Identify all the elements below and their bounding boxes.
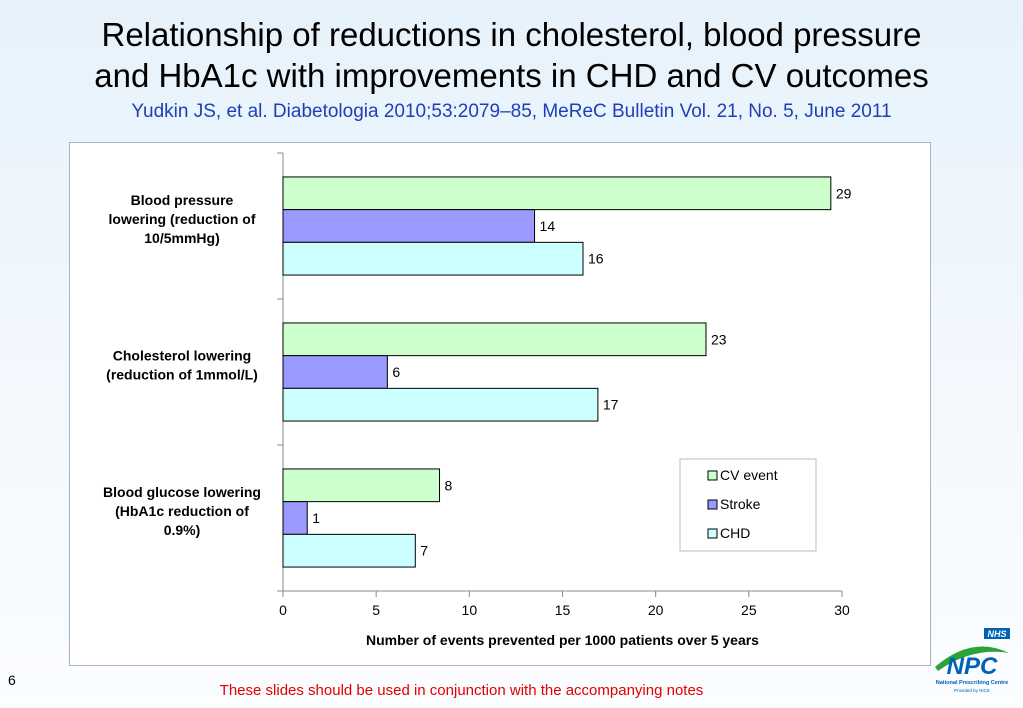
data-label-stroke: 14 [540,218,556,234]
bar-chd [282,387,599,422]
x-axis-title: Number of events prevented per 1000 pati… [366,632,759,648]
category-label-2: Cholesterol lowering [113,348,251,364]
bar-chd [282,533,416,568]
x-tick-label: 25 [741,602,757,618]
bar-stroke [282,501,308,535]
legend-swatch-chd [707,528,718,539]
slide-number: 6 [8,672,16,688]
data-label-stroke: 1 [312,510,320,526]
legend-swatch-stroke [707,499,718,510]
x-tick-label: 20 [648,602,664,618]
nhs-logo-box [984,628,1010,639]
npc-logo-provided: Provided by NICE [954,688,990,693]
x-tick-label: 5 [372,602,380,618]
slide-title: Relationship of reductions in cholestero… [0,14,1023,96]
nhs-logo-text: NHS [987,629,1006,639]
x-tick-label: 15 [555,602,571,618]
data-label-cv-event: 8 [445,477,453,493]
category-label-3: 0.9%) [164,522,201,538]
category-label-1: 10/5mmHg) [144,230,219,246]
bar-cv-event [282,468,441,503]
category-label-3: Blood glucose lowering [103,484,261,500]
legend-label-chd: CHD [720,525,750,541]
category-label-2: (reduction of 1mmol/L) [106,367,258,383]
bar-chart: 0 5 10 15 20 25 30 Number of events prevented p… [103,152,852,648]
legend-swatch-cv-event [707,470,718,481]
npc-logo: NHS NPC National Prescribing Centre Prov… [935,628,1010,693]
x-tick-label: 10 [462,602,478,618]
slide-subtitle: Yudkin JS, et al. Diabetologia 2010;53:2… [131,101,892,122]
category-label-3: (HbA1c reduction of [115,503,249,519]
data-label-chd: 17 [603,397,619,413]
slide-title-line-2: and HbA1c with improvements in CHD and C… [94,57,929,94]
chart-frame: 0 5 10 15 20 25 30 Number of events prevented p… [69,142,931,666]
bar-cv-event [282,176,832,211]
slide-title-line-1: Relationship of reductions in cholestero… [101,16,922,53]
bar-stroke [282,209,536,243]
legend-label-cv-event: CV event [720,467,778,483]
footer-note: These slides should be used in conjuncti… [219,682,704,699]
data-label-chd: 7 [420,543,428,559]
bar-stroke [282,355,388,389]
bar-cv-event [282,322,707,357]
data-label-cv-event: 23 [711,331,727,347]
category-label-1: lowering (reduction of [109,211,256,227]
data-label-chd: 16 [588,251,604,267]
legend-label-stroke: Stroke [720,496,761,512]
data-label-cv-event: 29 [836,185,852,201]
data-label-stroke: 6 [392,364,400,380]
bar-chd [282,241,584,276]
category-label-1: Blood pressure [131,192,234,208]
x-tick-label: 30 [834,602,850,618]
legend-box [679,458,817,552]
logo-swoosh [935,646,1009,671]
x-tick-label: 0 [279,602,287,618]
npc-logo-text: NPC [947,653,998,680]
npc-logo-org: National Prescribing Centre [936,680,1008,686]
